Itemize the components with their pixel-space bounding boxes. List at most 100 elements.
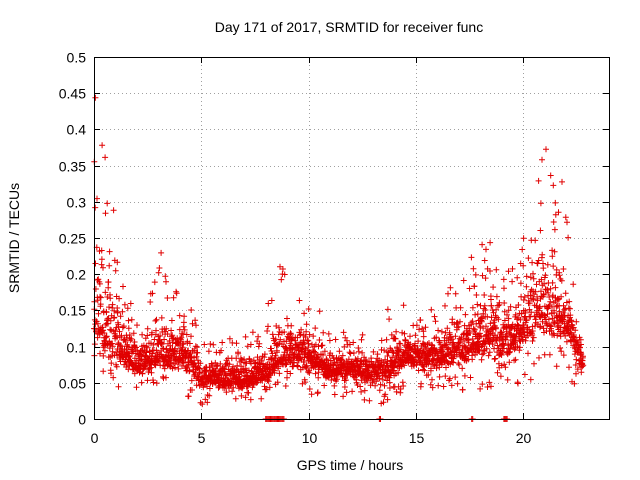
data-point — [546, 351, 553, 358]
data-point — [284, 374, 290, 381]
data-point — [99, 142, 106, 149]
data-point — [242, 333, 249, 340]
data-point — [474, 301, 481, 308]
data-point — [312, 325, 319, 332]
data-point — [564, 219, 570, 226]
data-point — [514, 322, 521, 328]
data-point — [226, 361, 233, 368]
data-point — [316, 337, 323, 343]
data-point — [401, 330, 408, 337]
data-point — [173, 288, 180, 295]
data-point — [551, 320, 558, 327]
data-point — [560, 316, 567, 323]
data-point — [537, 323, 544, 330]
data-point — [376, 375, 383, 382]
data-point — [501, 361, 508, 368]
x-tick-label: 10 — [302, 430, 318, 446]
data-point — [245, 367, 252, 374]
data-point — [485, 352, 492, 359]
data-point — [340, 393, 347, 400]
data-point — [431, 345, 438, 351]
data-point — [188, 307, 195, 313]
data-point — [168, 317, 175, 324]
data-point — [158, 249, 165, 256]
data-point — [514, 316, 520, 323]
data-point — [104, 200, 111, 207]
data-point — [377, 381, 384, 388]
data-point — [523, 283, 530, 290]
data-point — [242, 394, 249, 401]
data-point — [446, 375, 453, 382]
data-point — [472, 311, 479, 318]
data-point — [116, 295, 123, 302]
data-point — [555, 209, 562, 216]
data-point — [469, 336, 476, 342]
data-point — [479, 381, 486, 388]
data-point — [207, 341, 214, 347]
data-point — [393, 388, 400, 395]
data-point — [128, 316, 135, 323]
data-point — [319, 342, 326, 349]
data-point — [530, 296, 537, 303]
data-point — [340, 329, 347, 336]
data-point — [494, 342, 501, 349]
data-point — [518, 310, 525, 317]
data-point — [577, 344, 583, 351]
data-point — [117, 313, 124, 320]
data-point — [276, 370, 283, 377]
data-point — [281, 349, 288, 356]
data-point — [288, 322, 295, 329]
data-point — [201, 341, 208, 348]
data-point — [163, 278, 169, 285]
data-point — [487, 320, 494, 327]
data-point — [552, 284, 559, 291]
data-point — [484, 327, 491, 334]
data-point — [573, 356, 580, 363]
data-point — [428, 306, 435, 313]
data-point — [504, 376, 511, 383]
data-point — [454, 380, 461, 387]
data-point — [372, 382, 379, 389]
data-point — [492, 324, 499, 331]
data-point — [429, 376, 435, 383]
data-point — [445, 290, 451, 297]
data-point — [355, 345, 362, 351]
data-point — [449, 316, 456, 323]
data-point — [266, 371, 273, 378]
data-point — [144, 332, 151, 339]
data-point — [223, 372, 230, 379]
data-point — [558, 293, 565, 300]
data-point — [462, 311, 469, 318]
data-point — [112, 267, 119, 274]
data-point — [531, 360, 537, 367]
data-point — [428, 365, 434, 372]
data-point — [109, 301, 116, 308]
data-point — [554, 296, 561, 303]
data-point — [344, 372, 351, 379]
data-point — [268, 297, 275, 304]
data-point — [544, 311, 551, 318]
data-point — [169, 332, 176, 339]
data-point — [168, 327, 175, 334]
data-point — [488, 383, 494, 390]
data-point — [560, 352, 567, 359]
data-point — [551, 248, 558, 255]
y-tick-label: 0.15 — [59, 303, 86, 319]
data-point — [180, 340, 187, 347]
data-point — [547, 298, 554, 305]
data-point — [447, 284, 454, 291]
data-point — [350, 350, 357, 356]
data-point — [274, 379, 281, 386]
data-point — [311, 348, 318, 355]
data-point — [247, 341, 254, 348]
data-point — [223, 389, 230, 396]
data-point — [481, 302, 488, 309]
data-point — [448, 382, 455, 389]
data-point — [538, 276, 545, 283]
data-point — [541, 280, 548, 287]
data-point — [217, 360, 224, 367]
data-point — [509, 265, 516, 272]
data-point — [412, 332, 419, 339]
data-point — [339, 352, 346, 359]
data-point — [380, 399, 387, 406]
